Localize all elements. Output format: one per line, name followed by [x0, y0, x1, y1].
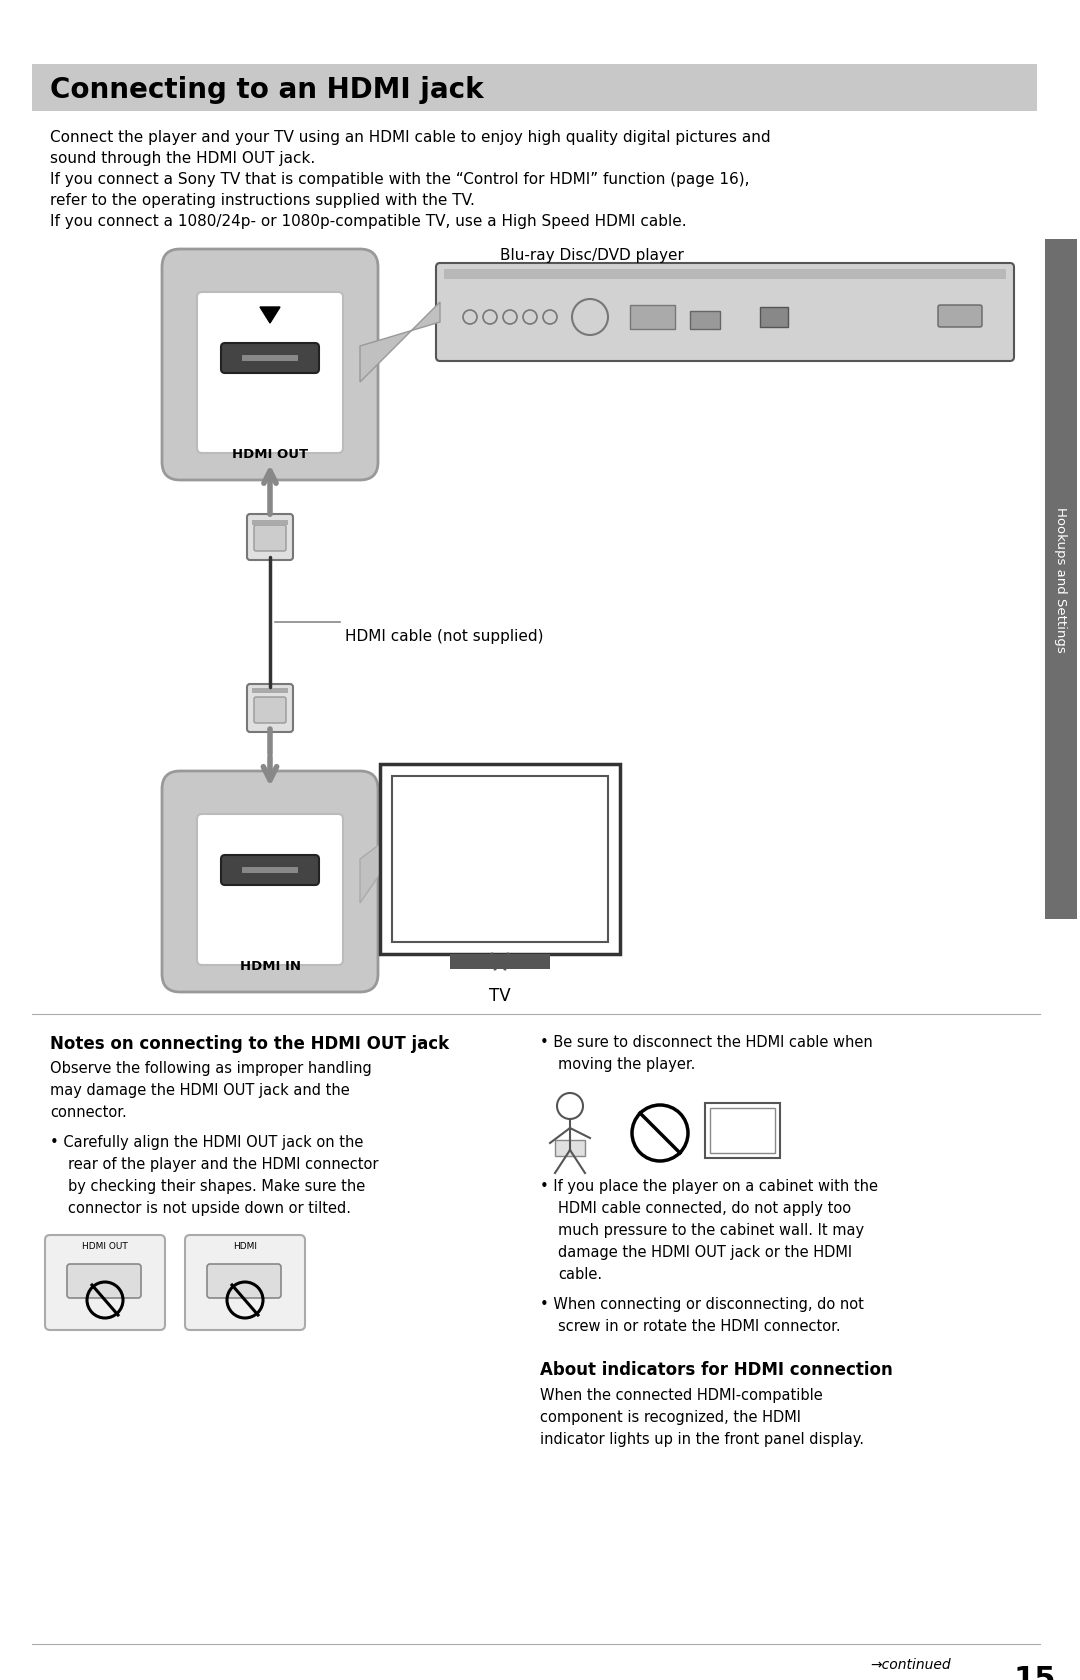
Text: connector is not upside down or tilted.: connector is not upside down or tilted.	[68, 1200, 351, 1215]
Bar	[710, 1109, 775, 1152]
Bar	[444, 270, 1005, 281]
Bar	[1045, 240, 1077, 919]
Text: HDMI: HDMI	[233, 1242, 257, 1250]
Text: moving the player.: moving the player.	[558, 1057, 696, 1072]
Text: • If you place the player on a cabinet with the: • If you place the player on a cabinet w…	[540, 1178, 878, 1193]
Text: HDMI OUT: HDMI OUT	[232, 449, 308, 460]
Text: HDMI OUT: HDMI OUT	[82, 1242, 127, 1250]
Text: HDMI cable (not supplied): HDMI cable (not supplied)	[345, 628, 543, 643]
Text: screw in or rotate the HDMI connector.: screw in or rotate the HDMI connector.	[558, 1319, 840, 1334]
FancyBboxPatch shape	[162, 250, 378, 480]
Text: rear of the player and the HDMI connector: rear of the player and the HDMI connecto…	[68, 1156, 378, 1171]
Polygon shape	[260, 307, 280, 324]
Text: much pressure to the cabinet wall. It may: much pressure to the cabinet wall. It ma…	[558, 1223, 864, 1236]
Text: If you connect a 1080/24p- or 1080p-compatible TV, use a High Speed HDMI cable.: If you connect a 1080/24p- or 1080p-comp…	[50, 213, 687, 228]
Text: About indicators for HDMI connection: About indicators for HDMI connection	[540, 1361, 893, 1378]
FancyBboxPatch shape	[247, 684, 293, 732]
Text: • Be sure to disconnect the HDMI cable when: • Be sure to disconnect the HDMI cable w…	[540, 1035, 873, 1050]
Polygon shape	[360, 845, 380, 904]
FancyBboxPatch shape	[254, 526, 286, 551]
Text: cable.: cable.	[558, 1267, 603, 1282]
FancyBboxPatch shape	[197, 815, 343, 966]
Text: • Carefully align the HDMI OUT jack on the: • Carefully align the HDMI OUT jack on t…	[50, 1134, 363, 1149]
Bar	[252, 521, 288, 526]
Text: When the connected HDMI-compatible: When the connected HDMI-compatible	[540, 1388, 823, 1403]
Text: by checking their shapes. Make sure the: by checking their shapes. Make sure the	[68, 1178, 365, 1193]
Text: component is recognized, the HDMI: component is recognized, the HDMI	[540, 1410, 801, 1425]
FancyBboxPatch shape	[185, 1235, 305, 1331]
Text: Blu-ray Disc/DVD player: Blu-ray Disc/DVD player	[500, 249, 684, 262]
Text: connector.: connector.	[50, 1104, 126, 1119]
FancyBboxPatch shape	[221, 344, 319, 373]
Text: indicator lights up in the front panel display.: indicator lights up in the front panel d…	[540, 1431, 864, 1446]
Text: • When connecting or disconnecting, do not: • When connecting or disconnecting, do n…	[540, 1297, 864, 1310]
Text: Notes on connecting to the HDMI OUT jack: Notes on connecting to the HDMI OUT jack	[50, 1035, 449, 1052]
Text: →continued: →continued	[870, 1656, 950, 1672]
Text: Hookups and Settings: Hookups and Settings	[1054, 507, 1067, 652]
Bar	[705, 1104, 780, 1158]
Text: HDMI IN: HDMI IN	[240, 959, 300, 973]
Text: Connect the player and your TV using an HDMI cable to enjoy high quality digital: Connect the player and your TV using an …	[50, 129, 771, 144]
FancyBboxPatch shape	[221, 855, 319, 885]
Text: If you connect a Sony TV that is compatible with the “Control for HDMI” function: If you connect a Sony TV that is compati…	[50, 171, 750, 186]
FancyBboxPatch shape	[254, 697, 286, 724]
Bar	[450, 954, 550, 969]
FancyBboxPatch shape	[162, 771, 378, 993]
FancyBboxPatch shape	[67, 1265, 141, 1299]
Bar	[242, 356, 298, 361]
Bar	[252, 689, 288, 694]
Bar	[555, 1141, 585, 1156]
Polygon shape	[360, 302, 440, 383]
Text: Observe the following as improper handling: Observe the following as improper handli…	[50, 1060, 372, 1075]
Bar	[380, 764, 620, 954]
FancyBboxPatch shape	[247, 514, 293, 561]
Text: TV: TV	[489, 986, 511, 1005]
Text: Connecting to an HDMI jack: Connecting to an HDMI jack	[50, 76, 484, 104]
Bar	[32, 66, 1037, 113]
Text: may damage the HDMI OUT jack and the: may damage the HDMI OUT jack and the	[50, 1082, 350, 1097]
FancyBboxPatch shape	[436, 264, 1014, 361]
Text: damage the HDMI OUT jack or the HDMI: damage the HDMI OUT jack or the HDMI	[558, 1245, 852, 1260]
FancyBboxPatch shape	[939, 306, 982, 328]
FancyBboxPatch shape	[45, 1235, 165, 1331]
Bar	[690, 312, 720, 329]
Text: HDMI cable connected, do not apply too: HDMI cable connected, do not apply too	[558, 1200, 851, 1215]
FancyBboxPatch shape	[207, 1265, 281, 1299]
FancyBboxPatch shape	[197, 292, 343, 454]
Bar	[760, 307, 788, 328]
Bar	[242, 867, 298, 874]
Text: 15: 15	[1014, 1663, 1056, 1680]
Text: refer to the operating instructions supplied with the TV.: refer to the operating instructions supp…	[50, 193, 475, 208]
Text: sound through the HDMI OUT jack.: sound through the HDMI OUT jack.	[50, 151, 315, 166]
Bar	[392, 776, 608, 942]
Bar	[630, 306, 675, 329]
